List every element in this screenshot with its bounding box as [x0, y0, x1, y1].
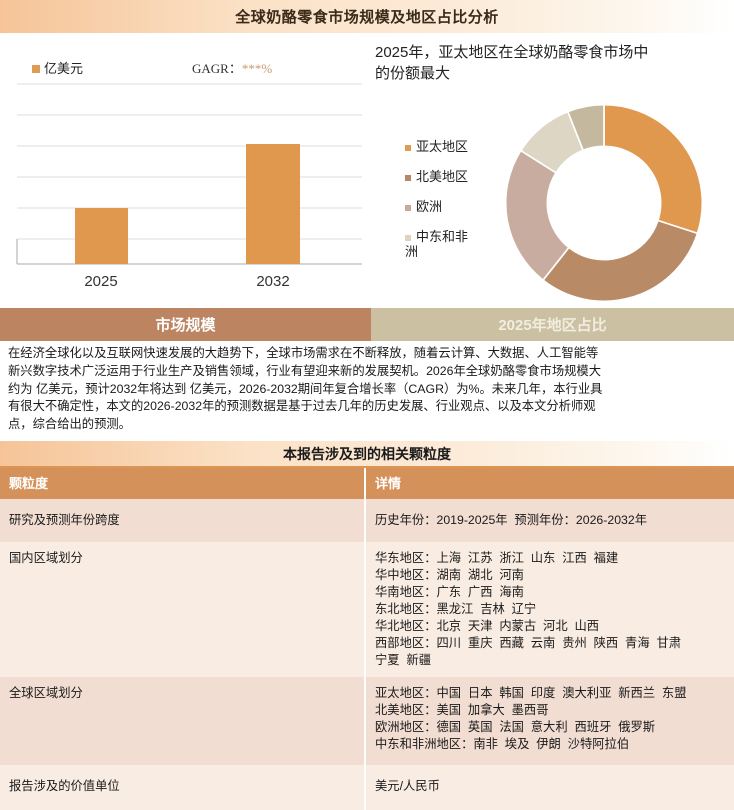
svg-text:2032: 2032	[256, 273, 289, 290]
svg-text:2025: 2025	[84, 273, 117, 290]
